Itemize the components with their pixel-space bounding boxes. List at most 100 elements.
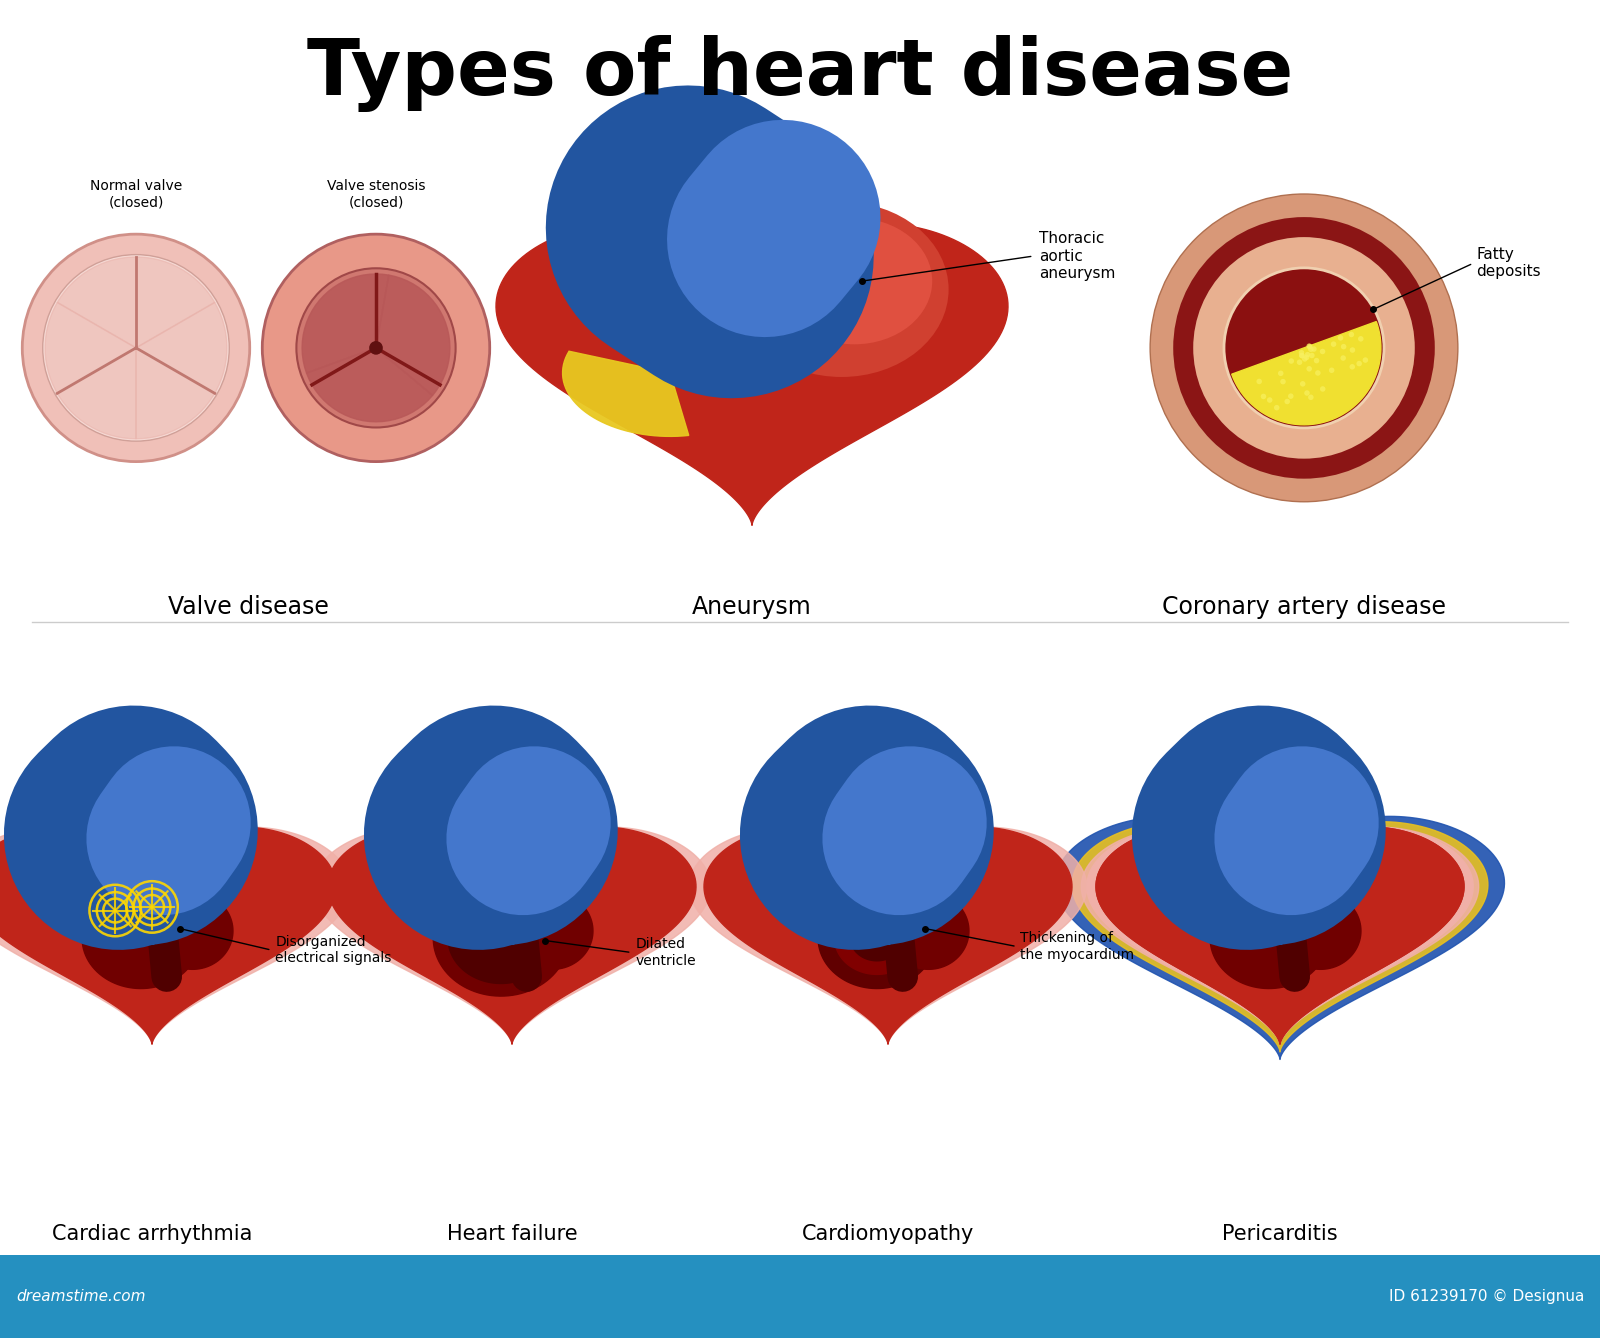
Polygon shape bbox=[314, 827, 710, 1044]
Text: Thickening of
the myocardium: Thickening of the myocardium bbox=[1021, 931, 1134, 962]
Text: Cardiac arrhythmia: Cardiac arrhythmia bbox=[51, 1224, 253, 1244]
Circle shape bbox=[1350, 348, 1355, 353]
Circle shape bbox=[1306, 344, 1312, 349]
Circle shape bbox=[1330, 368, 1334, 373]
Polygon shape bbox=[704, 827, 1072, 1044]
Circle shape bbox=[1320, 387, 1325, 392]
Polygon shape bbox=[1210, 887, 1328, 989]
Circle shape bbox=[1299, 351, 1304, 356]
Polygon shape bbox=[818, 887, 936, 989]
Circle shape bbox=[1278, 371, 1283, 376]
Polygon shape bbox=[1086, 827, 1474, 1044]
Text: Valve stenosis
(closed): Valve stenosis (closed) bbox=[326, 179, 426, 209]
Circle shape bbox=[1304, 355, 1309, 360]
Polygon shape bbox=[376, 276, 450, 396]
Polygon shape bbox=[448, 892, 554, 983]
Polygon shape bbox=[307, 348, 432, 421]
Circle shape bbox=[1288, 393, 1293, 399]
Polygon shape bbox=[1096, 827, 1464, 1044]
Circle shape bbox=[1288, 359, 1294, 364]
Polygon shape bbox=[690, 827, 1086, 1044]
Circle shape bbox=[22, 234, 250, 462]
Circle shape bbox=[1304, 391, 1310, 396]
Circle shape bbox=[1224, 268, 1384, 428]
Text: Cardiomyopathy: Cardiomyopathy bbox=[802, 1224, 974, 1244]
Circle shape bbox=[1320, 349, 1325, 355]
Circle shape bbox=[1310, 347, 1317, 352]
Circle shape bbox=[1307, 367, 1312, 372]
Circle shape bbox=[1302, 356, 1307, 361]
Circle shape bbox=[1357, 361, 1362, 367]
Circle shape bbox=[1358, 336, 1363, 341]
Circle shape bbox=[1309, 347, 1314, 352]
Circle shape bbox=[370, 341, 382, 355]
Circle shape bbox=[1338, 334, 1344, 341]
Text: Types of heart disease: Types of heart disease bbox=[307, 35, 1293, 112]
Circle shape bbox=[1341, 356, 1346, 361]
Circle shape bbox=[296, 269, 456, 428]
Text: Disorganized
electrical signals: Disorganized electrical signals bbox=[275, 935, 392, 965]
Polygon shape bbox=[1056, 816, 1504, 1060]
Polygon shape bbox=[1232, 321, 1381, 424]
Polygon shape bbox=[0, 827, 336, 1044]
Bar bbox=[0, 1255, 1600, 1338]
Circle shape bbox=[1309, 353, 1315, 359]
Text: Heart failure: Heart failure bbox=[446, 1224, 578, 1244]
Text: Dilated
ventricle: Dilated ventricle bbox=[635, 938, 696, 967]
Text: Coronary artery disease: Coronary artery disease bbox=[1162, 595, 1446, 619]
Ellipse shape bbox=[734, 202, 949, 377]
Circle shape bbox=[43, 254, 229, 442]
Circle shape bbox=[1315, 371, 1320, 376]
Circle shape bbox=[1314, 357, 1320, 364]
Polygon shape bbox=[45, 302, 136, 439]
Circle shape bbox=[1349, 364, 1355, 369]
Text: Thoracic
aortic
aneurysm: Thoracic aortic aneurysm bbox=[1038, 231, 1115, 281]
Text: Pericarditis: Pericarditis bbox=[1222, 1224, 1338, 1244]
Circle shape bbox=[1307, 344, 1312, 349]
Circle shape bbox=[1349, 332, 1354, 337]
Polygon shape bbox=[851, 915, 904, 961]
Circle shape bbox=[1363, 357, 1368, 363]
Circle shape bbox=[1256, 379, 1262, 384]
Polygon shape bbox=[563, 352, 688, 436]
Text: dreamstime.com: dreamstime.com bbox=[16, 1288, 146, 1305]
Circle shape bbox=[1331, 341, 1336, 347]
Polygon shape bbox=[434, 880, 568, 995]
Circle shape bbox=[1304, 352, 1310, 357]
Circle shape bbox=[1309, 395, 1314, 400]
Polygon shape bbox=[835, 902, 920, 974]
Circle shape bbox=[1285, 399, 1290, 404]
Polygon shape bbox=[1072, 822, 1488, 1052]
Text: Normal valve
(closed): Normal valve (closed) bbox=[90, 179, 182, 209]
Circle shape bbox=[1280, 379, 1286, 384]
Circle shape bbox=[1194, 237, 1414, 459]
Circle shape bbox=[1261, 393, 1266, 399]
Polygon shape bbox=[1280, 892, 1362, 969]
Polygon shape bbox=[0, 827, 350, 1044]
Polygon shape bbox=[888, 892, 970, 969]
Polygon shape bbox=[136, 302, 227, 439]
Text: Valve disease: Valve disease bbox=[168, 595, 328, 619]
Polygon shape bbox=[496, 223, 1008, 526]
Text: Aneurysm: Aneurysm bbox=[693, 595, 811, 619]
Circle shape bbox=[1173, 217, 1435, 479]
Ellipse shape bbox=[776, 218, 933, 344]
Circle shape bbox=[262, 234, 490, 462]
Circle shape bbox=[1299, 353, 1304, 359]
Polygon shape bbox=[1096, 827, 1464, 1044]
Circle shape bbox=[1299, 381, 1306, 387]
Text: ID 61239170 © Designua: ID 61239170 © Designua bbox=[1389, 1288, 1584, 1305]
Polygon shape bbox=[302, 274, 389, 373]
Polygon shape bbox=[152, 892, 234, 969]
Polygon shape bbox=[512, 892, 594, 969]
Circle shape bbox=[1150, 194, 1458, 502]
Text: Fatty
deposits: Fatty deposits bbox=[1477, 248, 1541, 280]
Polygon shape bbox=[58, 257, 214, 348]
Polygon shape bbox=[82, 887, 200, 989]
Polygon shape bbox=[328, 827, 696, 1044]
Circle shape bbox=[1274, 405, 1280, 411]
Circle shape bbox=[1267, 397, 1272, 403]
Circle shape bbox=[1299, 353, 1306, 359]
Circle shape bbox=[1296, 360, 1302, 365]
Polygon shape bbox=[1082, 827, 1478, 1044]
